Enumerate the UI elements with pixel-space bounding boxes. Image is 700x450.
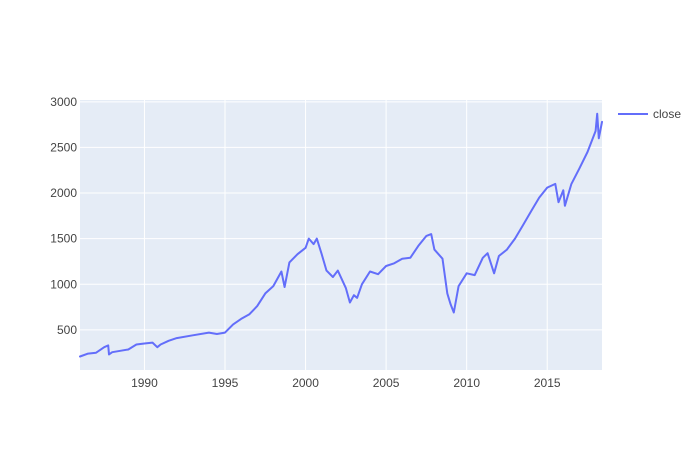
legend[interactable]: close	[618, 107, 681, 121]
x-tick-label: 1995	[212, 376, 239, 390]
x-tick-label: 1990	[131, 376, 158, 390]
y-tick-label: 2500	[50, 140, 77, 154]
legend-label: close	[653, 107, 681, 121]
y-tick-label: 500	[57, 323, 77, 337]
series-layer	[79, 112, 603, 358]
y-tick-label: 1500	[50, 232, 77, 246]
y-tick-label: 2000	[50, 186, 77, 200]
x-axis-ticks: 1990 1995 2000 2005 2010 2015	[131, 376, 561, 390]
y-tick-label: 1000	[50, 277, 77, 291]
y-axis-ticks: 500 1000 1500 2000 2500 3000	[50, 95, 77, 337]
x-tick-label: 2005	[373, 376, 400, 390]
y-tick-label: 3000	[50, 95, 77, 109]
grid-lines	[80, 100, 602, 370]
plot-background	[80, 100, 602, 370]
x-tick-label: 2015	[534, 376, 561, 390]
series-line-close[interactable]	[79, 112, 603, 358]
x-tick-label: 2010	[453, 376, 480, 390]
x-tick-label: 2000	[292, 376, 319, 390]
